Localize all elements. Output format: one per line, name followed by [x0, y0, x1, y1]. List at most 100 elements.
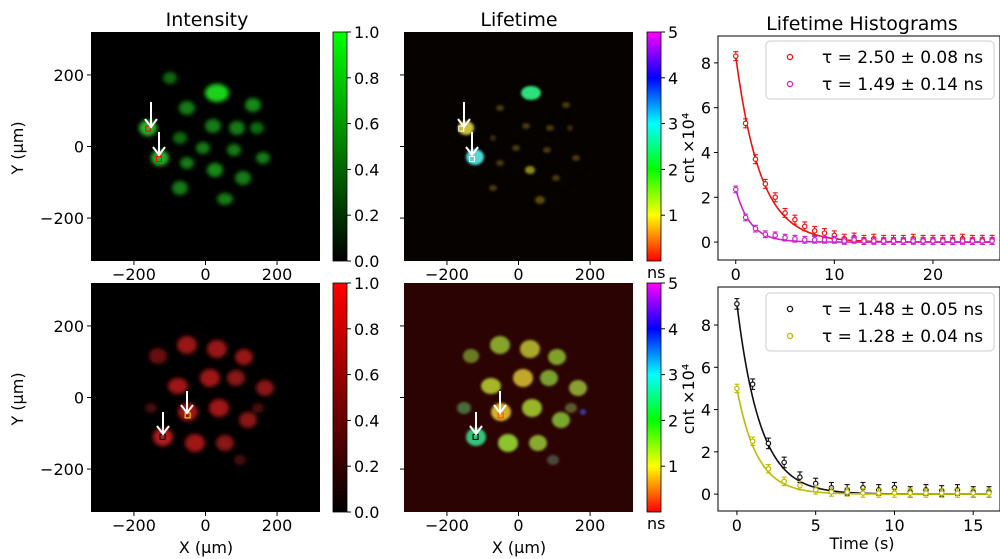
- spot: [513, 369, 533, 387]
- x-tick-label: 0: [731, 265, 741, 284]
- data-point: [907, 490, 914, 496]
- spot: [173, 132, 187, 144]
- colorbar-unit-label: ns: [647, 263, 665, 282]
- spot: [239, 412, 257, 428]
- spot: [256, 380, 274, 396]
- data-point: [821, 230, 828, 236]
- histogram-top-plot: 0 10 20 0 2 4 6 8: [701, 51, 995, 284]
- y-tick-label: 0: [74, 138, 84, 157]
- colorbar-tick-label: 0.6: [354, 115, 379, 134]
- spot: [489, 185, 497, 191]
- spot: [572, 155, 580, 161]
- spot: [252, 403, 264, 413]
- data-point: [979, 238, 986, 244]
- spot: [185, 434, 205, 452]
- data-point: [812, 487, 819, 493]
- colorbar-tick-label: 2: [668, 160, 678, 179]
- spot: [521, 86, 541, 100]
- lifetime-top-colorbar: [646, 31, 662, 262]
- spot: [145, 403, 157, 413]
- spot: [153, 428, 173, 446]
- colorbar-tick-label: 0.0: [354, 252, 379, 271]
- y-tick-label: 0: [74, 389, 84, 408]
- spot: [168, 378, 188, 394]
- spot: [525, 166, 535, 174]
- data-point: [792, 216, 798, 223]
- spot: [216, 435, 234, 451]
- spot: [546, 125, 554, 131]
- data-point: [734, 301, 740, 307]
- spot: [256, 152, 270, 164]
- colorbar-tick-label: 2: [668, 411, 678, 430]
- colorbar-tick-label: 0.4: [354, 160, 379, 179]
- data-point: [954, 490, 961, 496]
- colorbar-tick-label: 0.2: [354, 457, 379, 476]
- spot: [580, 409, 586, 415]
- spot: [245, 98, 261, 112]
- data-point: [732, 53, 739, 59]
- intensity-bottom-arrows: [156, 391, 194, 436]
- data-point: [812, 480, 819, 487]
- data-point: [782, 210, 788, 216]
- intensity-top-spots: [139, 72, 270, 205]
- lifetime-top-colorbar-ticks: 1 2 3 4 5 ns: [647, 23, 678, 282]
- spot: [207, 340, 227, 358]
- legend-box: [765, 40, 995, 100]
- colorbar-tick-label: 0.8: [354, 69, 379, 88]
- y-tick-label: 2: [701, 188, 711, 207]
- spot: [547, 455, 559, 465]
- spot: [496, 105, 504, 111]
- spot: [151, 150, 169, 166]
- legend-label: τ = 2.50 ± 0.08 ns: [822, 48, 983, 68]
- legend-marker: [786, 305, 794, 313]
- x-tick-label: 10: [884, 516, 904, 535]
- y-tick-label: 8: [701, 54, 711, 73]
- spot: [543, 147, 551, 153]
- colorbar-tick-label: 1: [668, 457, 678, 476]
- data-point: [875, 490, 882, 496]
- data-point: [762, 231, 769, 238]
- lifetime-bottom-colorbar: [646, 282, 662, 513]
- lifetime-bottom-arrows: [469, 391, 507, 436]
- data-point: [821, 237, 828, 243]
- data-point: [752, 156, 759, 163]
- data-point: [831, 237, 838, 243]
- legend-marker: [786, 53, 794, 61]
- y-tick-label: 6: [701, 358, 711, 377]
- data-point: [811, 228, 818, 234]
- data-point: [749, 438, 756, 445]
- colorbar-tick-label: 0.2: [354, 206, 379, 225]
- legend-label: τ = 1.28 ± 0.04 ns: [822, 327, 983, 347]
- spot: [196, 142, 210, 154]
- intensity-bottom-axes: −200 0 200 −200 0 200: [40, 317, 292, 535]
- spot: [529, 435, 547, 451]
- histogram-top-legend: τ = 2.50 ± 0.08 ns τ = 1.49 ± 0.14 ns: [765, 40, 995, 100]
- data-point: [792, 235, 798, 242]
- spot: [552, 412, 570, 428]
- data-point: [890, 238, 897, 244]
- y-tick-label: 8: [701, 316, 711, 335]
- y-tick-label: 0: [701, 485, 711, 504]
- y-tick-label: 0: [701, 233, 711, 252]
- data-point: [969, 238, 976, 244]
- x-tick-label: 200: [575, 265, 606, 284]
- intensity-top-colorbar-ticks: 0.0 0.2 0.4 0.6 0.8 1.0: [347, 23, 379, 271]
- colorbar-tick-label: 4: [668, 320, 678, 339]
- intensity-bottom-colorbar-ticks: 0.0 0.2 0.4 0.6 0.8 1.0: [347, 274, 379, 522]
- x-tick-label: −200: [425, 516, 469, 535]
- lifetime-bottom-axes: −200 0 200: [400, 325, 605, 535]
- spot: [227, 370, 245, 386]
- y-axis-label: Y (μm): [8, 372, 27, 426]
- data-point: [949, 238, 956, 244]
- data-point: [772, 232, 778, 239]
- colorbar-tick-label: 1: [668, 206, 678, 225]
- intensity-bottom-image: [91, 283, 320, 512]
- y-tick-label: 200: [53, 66, 84, 85]
- colorbar-tick-label: 0.8: [354, 320, 379, 339]
- data-point: [870, 238, 877, 244]
- spot: [209, 399, 229, 417]
- colorbar-unit-label: ns: [647, 514, 665, 533]
- x-tick-label: 15: [963, 516, 983, 535]
- spot: [540, 370, 558, 386]
- intensity-bottom-panel: −200 0 200 −200 0 200 Y (μm) X (μm) 0.0 0.2 0.4…: [8, 274, 379, 557]
